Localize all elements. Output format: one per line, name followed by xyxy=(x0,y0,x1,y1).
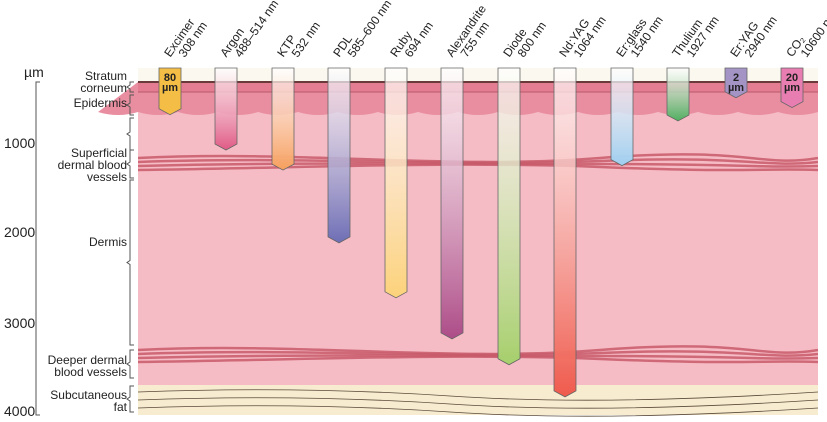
laser-penetration-bar xyxy=(780,67,804,109)
blood-vessel xyxy=(137,162,819,168)
blood-vessel xyxy=(137,158,819,165)
blood-vessel xyxy=(137,350,819,357)
fat-lobule-line xyxy=(137,405,819,417)
layer-bracket xyxy=(126,149,134,179)
layer-bracket xyxy=(126,349,134,379)
laser-penetration-bar xyxy=(610,67,634,167)
axis-tick: 4000 xyxy=(4,403,36,419)
penetration-depth-badge: 80 µm xyxy=(161,72,179,94)
laser-penetration-bar xyxy=(327,67,351,244)
laser-penetration-bar xyxy=(553,67,577,398)
laser-penetration-bar xyxy=(271,67,295,171)
penetration-depth-badge: 2 µm xyxy=(727,72,745,94)
blood-vessel xyxy=(137,354,819,360)
background-top xyxy=(138,68,818,82)
laser-penetration-bar xyxy=(724,67,748,99)
layer-bracket xyxy=(126,94,134,116)
dermis-layer xyxy=(138,82,818,386)
fat-lobule-line xyxy=(137,389,819,401)
layer-label-subcutaneous-fat: Subcutaneous fat xyxy=(50,388,127,414)
penetration-depth-badge: 20 µm xyxy=(783,72,801,94)
layer-label-superficial-vessels: Superficial dermal blood vessels xyxy=(57,146,127,184)
layer-label-epidermis: Epidermis xyxy=(73,96,127,110)
laser-penetration-bar xyxy=(214,67,238,151)
stratum-corneum-layer xyxy=(138,82,818,92)
depth-axis xyxy=(35,81,40,416)
laser-penetration-bar xyxy=(666,67,690,122)
layer-label-deeper-vessels: Deeper dermal blood vessels xyxy=(47,353,127,379)
axis-unit: µm xyxy=(24,64,44,80)
layer-bracket xyxy=(126,385,134,413)
blood-vessel xyxy=(137,163,819,172)
axis-tick: 2000 xyxy=(4,224,36,240)
blood-vessel xyxy=(137,355,819,364)
layer-bracket xyxy=(126,81,134,93)
laser-penetration-bar xyxy=(384,67,408,299)
axis-tick: 1000 xyxy=(4,135,36,151)
laser-penetration-bar xyxy=(158,67,182,116)
fat-lobule-line xyxy=(137,397,819,409)
layer-bracket xyxy=(126,179,134,346)
layer-label-dermis: Dermis xyxy=(89,235,127,249)
laser-penetration-bar xyxy=(440,67,464,340)
axis-tick: 3000 xyxy=(4,315,36,331)
layer-bracket xyxy=(126,117,134,151)
laser-penetration-bar xyxy=(497,67,521,366)
layer-label-stratum-corneum: Stratum corneum xyxy=(80,69,127,95)
